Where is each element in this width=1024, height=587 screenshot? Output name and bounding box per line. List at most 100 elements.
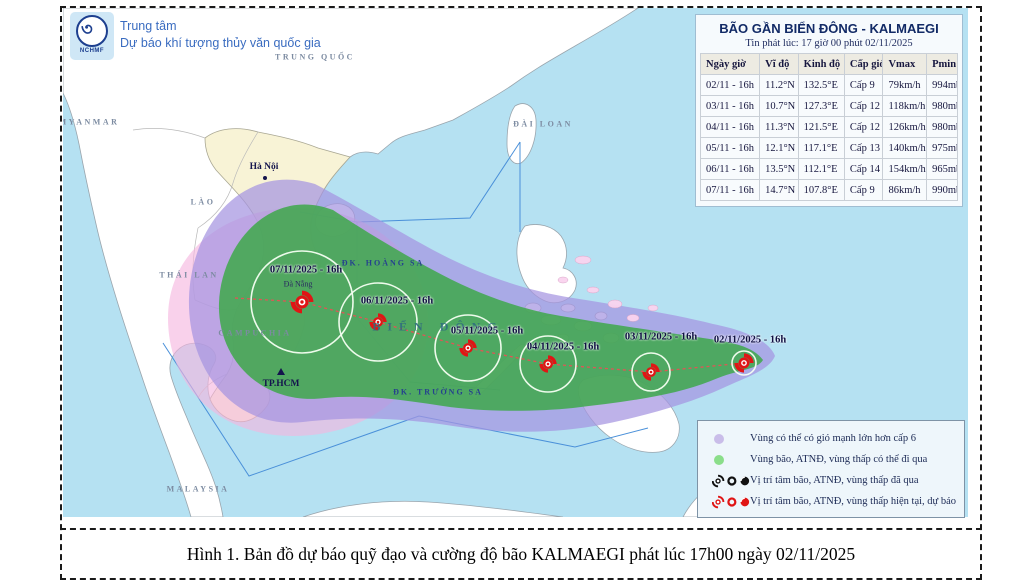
table-cell: 126km/h xyxy=(882,116,928,138)
agency-line2: Dự báo khí tượng thủy văn quốc gia xyxy=(120,36,321,50)
storm-table-issued: Tin phát lúc: 17 giờ 00 phút 02/11/2025 xyxy=(745,38,913,49)
table-cell: 965mb xyxy=(926,158,958,180)
track-date-label: 04/11/2025 - 16h xyxy=(526,341,600,353)
table-cell: 02/11 - 16h xyxy=(699,74,761,96)
probability-circle xyxy=(250,250,354,354)
table-cell: Cấp 12 xyxy=(843,116,884,138)
map-legend: Vùng có thể có gió mạnh lớn hơn cấp 6 Vùn… xyxy=(697,420,965,518)
figure-caption: Hình 1. Bản đồ dự báo quỹ đạo và cường đ… xyxy=(60,528,982,580)
column-header: Vĩ độ xyxy=(759,53,799,75)
track-date-label: 02/11/2025 - 16h xyxy=(713,334,787,346)
track-date-label: 07/11/2025 - 16h xyxy=(269,264,343,276)
table-cell: 980mb xyxy=(926,95,958,117)
map-label: ĐÀI LOAN xyxy=(513,119,573,129)
table-cell: 132.5°E xyxy=(797,74,845,96)
track-date-label: 05/11/2025 - 16h xyxy=(450,325,524,337)
dot-purple-icon xyxy=(704,432,750,446)
swirl-icon: ৩ xyxy=(81,19,93,40)
column-header: Kinh độ xyxy=(797,53,845,75)
map-label: BIỂN ĐÔNG xyxy=(372,319,504,334)
table-row: 06/11 - 16h 13.5°N 112.1°E Cấp 14 154km/h 965… xyxy=(699,158,958,180)
table-cell: 86km/h xyxy=(882,179,928,201)
table-cell: 07/11 - 16h xyxy=(699,179,761,201)
map-label: ĐK. TRƯỜNG SA xyxy=(393,387,483,397)
dot-green-icon xyxy=(704,453,750,467)
legend-label: Vị trí tâm bão, ATNĐ, vùng thấp hiện tại… xyxy=(750,496,957,507)
legend-item: Vị trí tâm bão, ATNĐ, vùng thấp hiện tại… xyxy=(704,491,958,512)
table-cell: 107.8°E xyxy=(797,179,845,201)
table-cell: 118km/h xyxy=(882,95,928,117)
nchmf-logo-text: NCHMF xyxy=(79,48,105,54)
storm-table-title: BÃO GẦN BIỂN ĐÔNG - KALMAEGI xyxy=(719,21,939,36)
table-cell: Cấp 14 xyxy=(843,158,884,180)
column-header: Vmax xyxy=(882,53,928,75)
table-cell: 980mb xyxy=(926,116,958,138)
table-cell: 117.1°E xyxy=(797,137,845,159)
green-dot-icon xyxy=(714,454,724,465)
storm-symbols-icon xyxy=(712,474,750,487)
legend-item: Vùng có thể có gió mạnh lớn hơn cấp 6 xyxy=(704,428,958,449)
legend-item: Vùng bão, ATNĐ, vùng thấp có thể đi qua xyxy=(704,449,958,470)
table-cell: 06/11 - 16h xyxy=(699,158,761,180)
table-row: 04/11 - 16h 11.3°N 121.5°E Cấp 12 126km/h 980… xyxy=(699,116,958,138)
trio-black-icon xyxy=(704,473,750,489)
table-row: 03/11 - 16h 10.7°N 127.3°E Cấp 12 118km/h 980… xyxy=(699,95,958,117)
map-label: CAMPUCHIA xyxy=(218,328,292,338)
map-label: Đà Nẵng xyxy=(283,279,313,289)
table-cell: 154km/h xyxy=(882,158,928,180)
storm-info-panel: BÃO GẦN BIỂN ĐÔNG - KALMAEGI Tin phát lú… xyxy=(695,14,963,207)
figure-divider xyxy=(60,528,982,530)
map-label: THÁI LAN xyxy=(159,270,219,280)
nchmf-logo: ৩ NCHMF xyxy=(70,12,114,60)
track-date-label: 03/11/2025 - 16h xyxy=(624,331,698,343)
table-cell: 121.5°E xyxy=(797,116,845,138)
table-cell: Cấp 12 xyxy=(843,95,884,117)
map-label: MYANMAR xyxy=(63,117,120,127)
taiwan-island xyxy=(506,103,537,165)
nchmf-logo-icon: ৩ xyxy=(76,15,108,47)
purple-dot-icon xyxy=(714,433,724,444)
table-cell: 990mb xyxy=(926,179,958,201)
table-cell: 14.7°N xyxy=(759,179,799,201)
probability-circle xyxy=(434,314,502,382)
storm-track-layer xyxy=(234,250,757,393)
table-cell: 11.3°N xyxy=(759,116,799,138)
map-label: Hà Nội xyxy=(249,162,279,172)
column-header: Cấp gió xyxy=(843,53,884,75)
table-cell: 10.7°N xyxy=(759,95,799,117)
hcmc-marker xyxy=(277,368,285,375)
table-cell: 994mb xyxy=(926,74,958,96)
sumatra-coast xyxy=(302,500,564,517)
column-header: Ngày giờ xyxy=(699,53,761,75)
track-date-label: 06/11/2025 - 16h xyxy=(360,295,434,307)
probability-circle xyxy=(731,350,757,376)
table-cell: 112.1°E xyxy=(797,158,845,180)
hanoi-marker xyxy=(263,176,267,180)
trio-red-icon xyxy=(704,494,750,510)
map-label: TP.HCM xyxy=(262,379,300,389)
storm-symbols-icon xyxy=(712,495,750,508)
map-label: TRUNG QUỐC xyxy=(275,52,355,62)
probability-circle xyxy=(519,335,577,393)
storm-table-header: Ngày giờ Vĩ độ Kinh độ Cấp gió Vmax Pmin xyxy=(699,53,958,75)
agency-name: Trung tâm Dự báo khí tượng thủy văn quốc… xyxy=(120,18,321,52)
green-cone xyxy=(218,204,764,411)
probability-circle xyxy=(631,352,671,392)
table-cell: 975mb xyxy=(926,137,958,159)
table-cell: 12.1°N xyxy=(759,137,799,159)
legend-item: Vị trí tâm bão, ATNĐ, vùng thấp đã qua xyxy=(704,470,958,491)
table-cell: 05/11 - 16h xyxy=(699,137,761,159)
table-cell: 11.2°N xyxy=(759,74,799,96)
legend-label: Vùng có thể có gió mạnh lớn hơn cấp 6 xyxy=(750,433,916,444)
table-cell: Cấp 13 xyxy=(843,137,884,159)
table-cell: 127.3°E xyxy=(797,95,845,117)
table-cell: 140km/h xyxy=(882,137,928,159)
table-row: 05/11 - 16h 12.1°N 117.1°E Cấp 13 140km/h 975… xyxy=(699,137,958,159)
table-cell: 13.5°N xyxy=(759,158,799,180)
table-cell: 04/11 - 16h xyxy=(699,116,761,138)
probability-circle xyxy=(338,282,418,362)
table-cell: Cấp 9 xyxy=(843,74,884,96)
